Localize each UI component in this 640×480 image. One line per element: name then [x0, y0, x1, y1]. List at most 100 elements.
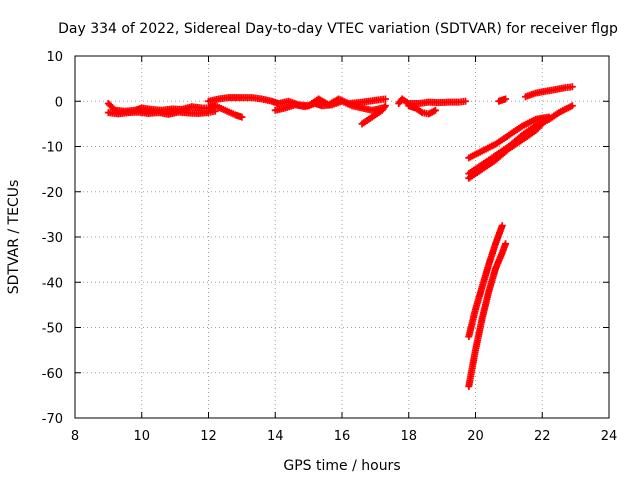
x-tick-label: 10 — [133, 429, 150, 444]
series-steep-b — [465, 240, 510, 390]
y-tick-label: -10 — [42, 141, 63, 156]
data-point — [467, 172, 471, 175]
data-point — [501, 251, 504, 255]
data-point — [467, 176, 471, 180]
y-tick-label: -30 — [42, 231, 63, 246]
series-near-zero-b — [104, 107, 219, 118]
axis-ticks: 8 10 12 14 16 18 20 22 24 10 0 -10 -20 -30 -40 -50 -60 -7… — [42, 50, 618, 444]
data-point — [524, 95, 527, 98]
data-point — [400, 97, 404, 101]
data-point — [487, 262, 491, 266]
data-point — [417, 102, 420, 105]
data-point — [554, 88, 557, 91]
data-point — [304, 105, 307, 108]
y-tick-label: -20 — [42, 186, 63, 201]
data-point — [571, 85, 574, 88]
data-point — [571, 104, 574, 107]
data-series — [104, 83, 576, 390]
series-near-zero-d — [271, 97, 386, 114]
data-point — [494, 267, 497, 270]
data-point — [474, 308, 477, 311]
data-point — [467, 335, 471, 338]
data-point — [314, 102, 317, 105]
data-point — [330, 103, 334, 107]
data-point — [187, 111, 190, 115]
data-point — [240, 96, 244, 99]
data-point — [227, 96, 230, 99]
data-point — [437, 101, 440, 104]
data-point — [357, 101, 360, 104]
data-point — [501, 224, 504, 227]
data-point — [494, 158, 497, 162]
series-rising-c — [465, 120, 546, 182]
data-point — [260, 97, 264, 101]
data-point — [541, 122, 544, 126]
y-tick-label: -40 — [42, 276, 63, 291]
data-point — [274, 109, 277, 112]
data-point — [213, 110, 217, 113]
data-point — [250, 96, 254, 99]
data-point — [384, 104, 387, 107]
data-point — [521, 138, 524, 141]
data-point — [564, 86, 567, 89]
data-point — [140, 106, 143, 110]
data-point — [407, 104, 410, 107]
data-point — [474, 348, 477, 352]
series-near-zero-f — [395, 95, 469, 108]
data-point — [480, 163, 484, 166]
data-point — [177, 110, 180, 114]
data-point — [170, 107, 173, 111]
data-point — [127, 111, 130, 114]
data-point — [340, 100, 344, 103]
data-point — [434, 109, 437, 112]
data-point — [504, 97, 507, 101]
data-point — [270, 100, 274, 103]
data-point — [544, 90, 547, 93]
x-tick-label: 24 — [601, 429, 618, 444]
data-point — [397, 102, 400, 105]
data-point — [200, 106, 204, 110]
data-point — [157, 111, 160, 114]
y-tick-label: 0 — [55, 95, 63, 110]
data-point — [287, 100, 290, 103]
data-point — [240, 115, 244, 119]
data-point — [294, 103, 297, 107]
data-point — [384, 97, 387, 101]
data-point — [494, 242, 497, 245]
series-markers — [495, 95, 510, 105]
data-point — [377, 98, 380, 102]
x-tick-label: 16 — [334, 429, 351, 444]
data-point — [497, 100, 501, 103]
data-point — [480, 285, 484, 288]
series-rising-a — [465, 113, 553, 162]
data-point — [277, 102, 280, 105]
grid-lines — [75, 56, 609, 418]
data-point — [521, 133, 524, 137]
data-point — [370, 109, 374, 112]
data-point — [190, 105, 194, 108]
data-point — [494, 143, 497, 146]
y-tick-label: 10 — [46, 50, 63, 65]
x-tick-label: 12 — [200, 429, 217, 444]
data-point — [467, 385, 471, 388]
y-tick-label: -50 — [42, 322, 63, 337]
data-point — [207, 111, 210, 114]
data-point — [521, 124, 524, 128]
y-tick-label: -60 — [42, 367, 63, 382]
data-point — [107, 111, 110, 114]
series-markers — [465, 222, 506, 341]
chart-title: Day 334 of 2022, Sidereal Day-to-day VTE… — [58, 21, 618, 37]
data-point — [414, 106, 417, 110]
data-point — [557, 111, 561, 114]
data-point — [360, 122, 364, 126]
data-point — [480, 149, 484, 153]
data-point — [223, 109, 227, 112]
data-point — [234, 113, 237, 117]
data-point — [367, 118, 370, 121]
data-point — [534, 118, 537, 121]
data-point — [207, 100, 210, 103]
data-point — [487, 290, 491, 293]
x-tick-label: 14 — [267, 429, 284, 444]
data-point — [380, 109, 384, 112]
